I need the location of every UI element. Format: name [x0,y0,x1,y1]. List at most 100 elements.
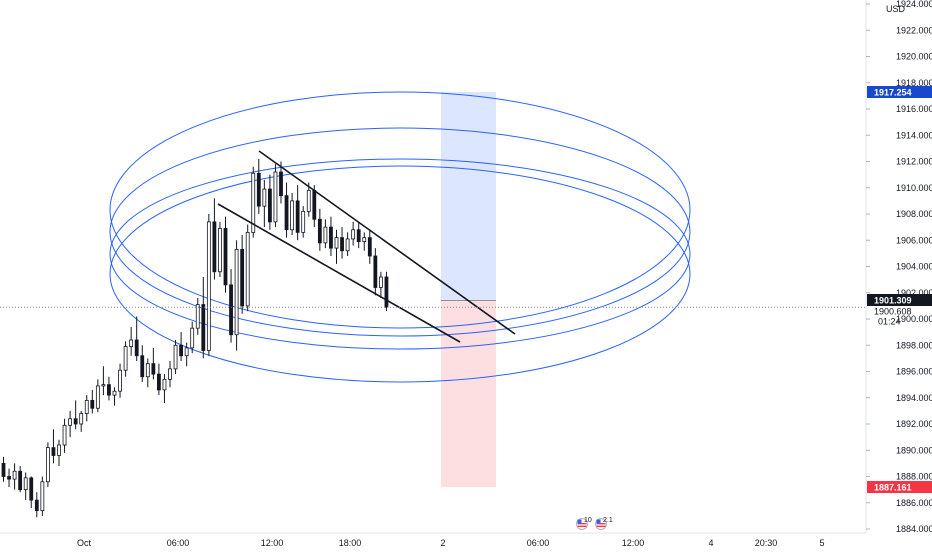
ellipse-drawings[interactable] [109,91,691,383]
candle-body-up [290,200,295,231]
candlestick-series [1,158,389,518]
price-axis[interactable]: 1924.000 1922.000 1920.000 1918.000 1916.000… [865,0,932,534]
candle [378,271,383,298]
candle [190,321,195,354]
candle-body-up [40,481,45,512]
trend-line-lower[interactable] [217,203,461,343]
candle-body-up [129,339,134,347]
price-tick-label: 1890.000 [896,445,932,455]
candle-body-down [51,447,56,456]
candle-body-up [273,171,278,223]
candle-body-up [362,237,367,242]
ellipse-2[interactable] [109,127,691,337]
price-tick-label: 1920.000 [896,52,932,62]
candle [34,492,39,518]
countdown-label: 01:24 [878,317,901,327]
price-tick-label: 1892.000 [896,419,932,429]
event-marker-1[interactable]: 10 [576,517,592,530]
candle-body-up [162,378,167,391]
price-tick-label: 1908.000 [896,209,932,219]
price-tick-label: 1924.000 [896,0,932,9]
position-tool[interactable] [441,92,496,487]
time-tick-label: 5 [819,538,824,548]
candle-body-down [212,221,217,273]
candle [256,158,261,214]
candle-body-down [223,228,228,286]
candle-body-down [367,237,372,257]
candle [162,374,167,403]
candle [262,179,267,228]
event-marker-2[interactable]: 2.1 [595,517,613,530]
candle-body-up [145,363,150,378]
candle-body-up [62,424,67,446]
profit-zone[interactable] [441,92,496,300]
candle [251,166,256,238]
candle [23,472,28,501]
candle-body-up [218,228,222,273]
candle-body-up [57,444,61,456]
candle-body-down [73,418,78,425]
price-tick-label: 1906.000 [896,235,932,245]
ellipse-1[interactable] [109,91,691,329]
candle [240,235,245,314]
stop-price-badge [867,481,932,493]
event-markers[interactable]: 10 2.1 [576,517,613,530]
candle-body-down [317,218,322,244]
candle-body-up [301,210,306,233]
event-count-1: 10 [584,517,592,524]
candle [1,456,6,482]
candle [201,277,206,359]
ellipse-4[interactable] [109,165,691,383]
time-tick-label: 18:00 [339,538,362,548]
candle-body-down [107,384,111,396]
candle-body-up [351,229,356,240]
time-tick-label: Oct [77,538,92,548]
candle-body-down [29,477,34,501]
candle [218,221,222,277]
candle [29,476,34,508]
candle-body-up [234,249,239,336]
candle [112,387,117,406]
candle-body-up [262,188,267,207]
flag-canton [596,519,601,524]
candle [68,410,72,438]
price-tick-label: 1888.000 [896,472,932,482]
candle-body-down [156,373,161,391]
time-tick-label: 12:00 [261,538,284,548]
target-price-label: 1917.254 [874,88,912,98]
price-tick-label: 1900.000 [896,314,932,324]
candle-body-down [373,255,378,288]
candle [46,442,50,487]
price-tick-label: 1918.000 [896,78,932,88]
time-tick-label: 12:00 [622,538,645,548]
price-badges: 1917.254 1901.309 1900.608 01:24 1887.16… [867,86,932,493]
candle [290,193,295,235]
time-tick-label: 06:00 [527,538,550,548]
trend-line-upper[interactable] [258,150,516,335]
candle [373,248,378,296]
time-axis[interactable]: Oct 06:00 12:00 18:00 2 06:00 12:00 4 20:30 5 [77,538,825,548]
candle [212,198,217,280]
last-price-badge [867,294,932,306]
candle [329,216,333,256]
candle [168,361,172,388]
flag-stripes [577,523,587,527]
candle [179,332,184,361]
loss-zone[interactable] [441,301,496,487]
candle [267,174,272,230]
candle [384,271,389,312]
trend-channel[interactable] [217,150,516,343]
candle [107,376,111,401]
time-tick-label: 06:00 [167,538,190,548]
price-tick-label: 1904.000 [896,262,932,272]
ellipse-3[interactable] [109,158,691,350]
candle [18,466,23,493]
price-tick-label: 1894.000 [896,393,932,403]
candle [123,341,128,377]
candle [145,358,150,388]
candle-body-up [79,413,84,425]
candle-body-up [68,418,72,426]
